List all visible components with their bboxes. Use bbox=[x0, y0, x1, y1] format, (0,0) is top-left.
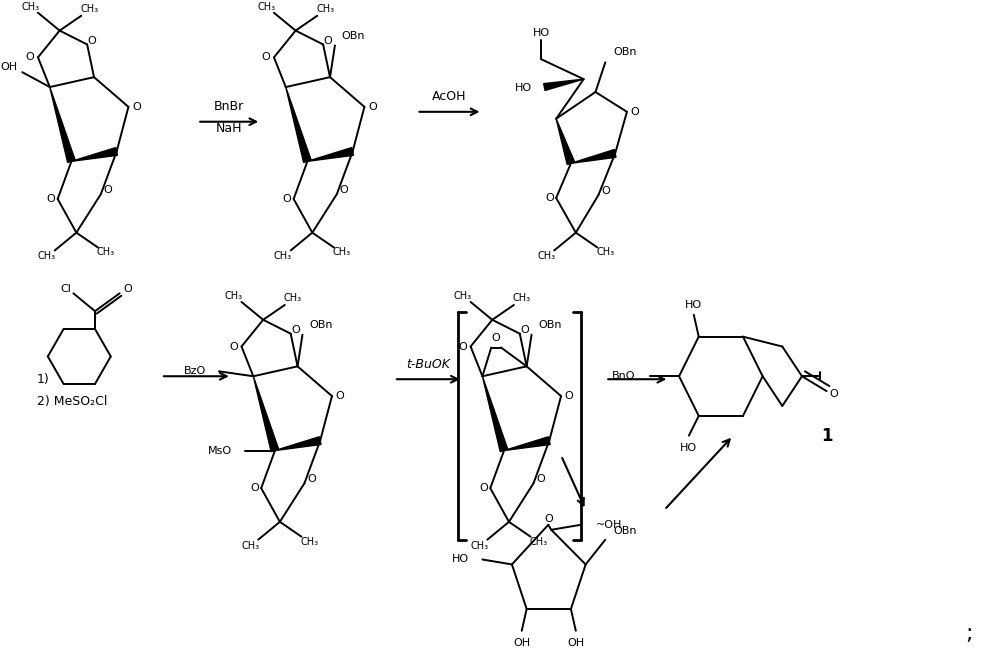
Text: CH₃: CH₃ bbox=[316, 4, 334, 14]
Polygon shape bbox=[286, 87, 311, 163]
Text: CH₃: CH₃ bbox=[454, 291, 472, 301]
Polygon shape bbox=[556, 118, 575, 165]
Text: O: O bbox=[282, 194, 291, 204]
Polygon shape bbox=[253, 376, 279, 452]
Text: O: O bbox=[291, 325, 300, 335]
Text: CH₃: CH₃ bbox=[274, 251, 292, 262]
Text: HO: HO bbox=[685, 300, 702, 310]
Text: O: O bbox=[88, 36, 96, 46]
Polygon shape bbox=[571, 150, 616, 163]
Polygon shape bbox=[50, 87, 75, 163]
Text: O: O bbox=[123, 284, 132, 294]
Text: O: O bbox=[368, 102, 377, 112]
Text: CH₃: CH₃ bbox=[225, 291, 243, 301]
Text: 2) MeSO₂Cl: 2) MeSO₂Cl bbox=[37, 395, 107, 408]
Text: CH₃: CH₃ bbox=[300, 536, 318, 547]
Text: O: O bbox=[250, 483, 259, 493]
Text: BzO: BzO bbox=[184, 367, 206, 376]
Text: CH₃: CH₃ bbox=[333, 247, 351, 257]
Text: O: O bbox=[335, 391, 344, 401]
Text: 1: 1 bbox=[821, 426, 832, 445]
Text: CH₃: CH₃ bbox=[596, 247, 614, 257]
Text: t-BuOK: t-BuOK bbox=[406, 358, 450, 371]
Text: O: O bbox=[536, 475, 545, 484]
Text: Cl: Cl bbox=[60, 284, 71, 294]
Text: OBn: OBn bbox=[613, 526, 637, 536]
Text: OBn: OBn bbox=[309, 320, 333, 330]
Polygon shape bbox=[71, 148, 117, 161]
Text: CH₃: CH₃ bbox=[21, 2, 39, 12]
Text: O: O bbox=[26, 52, 34, 62]
Text: HO: HO bbox=[452, 555, 469, 564]
Text: OH: OH bbox=[513, 638, 530, 648]
Text: OH: OH bbox=[0, 62, 17, 72]
Text: O: O bbox=[630, 107, 639, 117]
Text: HO: HO bbox=[680, 443, 697, 452]
Text: CH₃: CH₃ bbox=[284, 293, 302, 303]
Polygon shape bbox=[504, 437, 550, 450]
Text: O: O bbox=[46, 194, 55, 204]
Text: O: O bbox=[601, 186, 610, 196]
Text: O: O bbox=[132, 102, 141, 112]
Text: OBn: OBn bbox=[613, 48, 637, 57]
Text: NaH: NaH bbox=[215, 122, 242, 135]
Text: OH: OH bbox=[567, 638, 584, 648]
Text: CH₃: CH₃ bbox=[470, 540, 489, 551]
Text: OBn: OBn bbox=[342, 31, 365, 40]
Text: O: O bbox=[307, 475, 316, 484]
Text: O: O bbox=[479, 483, 488, 493]
Text: HO: HO bbox=[533, 27, 550, 38]
Text: CH₃: CH₃ bbox=[38, 251, 56, 262]
Polygon shape bbox=[275, 437, 321, 450]
Text: CH₃: CH₃ bbox=[529, 536, 548, 547]
Text: HO: HO bbox=[514, 83, 532, 93]
Text: ;: ; bbox=[965, 624, 973, 644]
Text: OBn: OBn bbox=[538, 320, 562, 330]
Polygon shape bbox=[307, 148, 353, 161]
Text: O: O bbox=[492, 333, 501, 342]
Text: O: O bbox=[229, 342, 238, 352]
Text: ~OH: ~OH bbox=[595, 519, 622, 530]
Text: O: O bbox=[829, 389, 838, 399]
Text: BnBr: BnBr bbox=[214, 100, 244, 113]
Polygon shape bbox=[482, 376, 508, 452]
Text: O: O bbox=[544, 514, 553, 524]
Text: MsO: MsO bbox=[208, 445, 232, 456]
Text: O: O bbox=[565, 391, 573, 401]
Text: O: O bbox=[339, 185, 348, 195]
Text: CH₃: CH₃ bbox=[241, 540, 259, 551]
Text: O: O bbox=[545, 193, 554, 203]
Text: BnO: BnO bbox=[612, 371, 636, 381]
Polygon shape bbox=[544, 79, 584, 90]
Text: CH₃: CH₃ bbox=[513, 293, 531, 303]
Text: CH₃: CH₃ bbox=[80, 4, 98, 14]
Text: CH₃: CH₃ bbox=[537, 251, 555, 262]
Text: CH₃: CH₃ bbox=[257, 2, 275, 12]
Text: O: O bbox=[262, 52, 270, 62]
Text: O: O bbox=[458, 342, 467, 352]
Text: CH₃: CH₃ bbox=[97, 247, 115, 257]
Text: 1): 1) bbox=[37, 373, 50, 386]
Text: AcOH: AcOH bbox=[432, 90, 466, 104]
Text: O: O bbox=[324, 36, 332, 46]
Text: O: O bbox=[520, 325, 529, 335]
Text: O: O bbox=[103, 185, 112, 195]
